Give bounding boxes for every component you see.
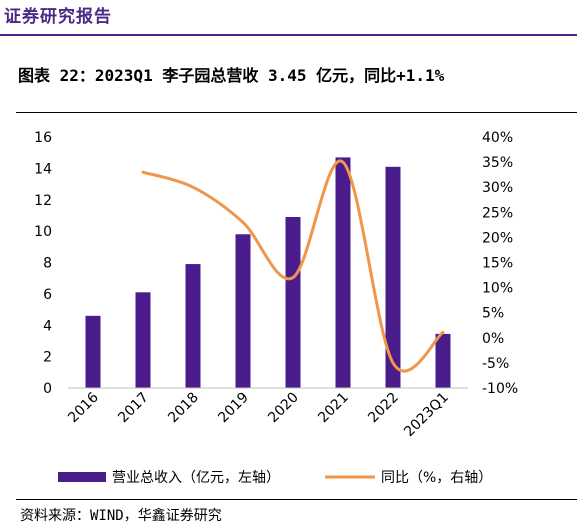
right-axis-tick-label: 25% (482, 205, 513, 221)
bar-2018 (185, 264, 201, 388)
bar-2016 (85, 315, 101, 388)
source-note: 资料来源：WIND，华鑫证券研究 (20, 508, 222, 524)
left-axis-tick-label: 12 (34, 193, 52, 209)
bar-2023Q1 (435, 333, 451, 388)
x-axis-tick-label: 2023Q1 (401, 390, 452, 441)
right-axis-tick-label: 30% (482, 180, 513, 196)
left-axis-tick-label: 0 (43, 381, 52, 397)
left-axis-tick-label: 2 (43, 350, 52, 366)
right-axis-tick-label: 10% (482, 281, 513, 297)
x-axis-tick-label: 2022 (365, 390, 402, 427)
left-axis-tick-label: 14 (34, 161, 52, 177)
x-axis-tick-label: 2019 (215, 390, 252, 427)
left-axis-tick-label: 8 (43, 256, 52, 272)
report-header-title: 证券研究报告 (4, 7, 112, 27)
x-axis-tick-label: 2021 (315, 390, 352, 427)
bar-2022 (385, 166, 401, 388)
x-axis-tick-label: 2020 (265, 390, 302, 427)
right-axis-tick-label: 0% (482, 331, 504, 347)
x-axis-tick-label: 2016 (65, 389, 102, 426)
legend-line-label: 同比（%，右轴） (381, 470, 492, 486)
bar-2020 (285, 217, 301, 388)
chart: 0 2 4 6 8 10 12 14 16 -10% -5% 0% 5% 10% 15% 20% 25% 30% 3… (34, 130, 518, 486)
bar-2021 (335, 157, 351, 388)
legend-bar-swatch (58, 472, 106, 482)
right-axis-tick-label: -5% (482, 356, 509, 372)
left-axis-tick-label: 16 (34, 130, 52, 146)
x-axis-tick-label: 2018 (165, 390, 202, 427)
right-axis-tick-label: 15% (482, 256, 513, 272)
x-axis-tick-label: 2017 (115, 390, 152, 427)
right-axis-tick-label: -10% (482, 381, 518, 397)
right-axis-tick-label: 35% (482, 155, 513, 171)
left-axis-tick-label: 10 (34, 224, 52, 240)
bar-2019 (235, 234, 251, 388)
right-axis-tick-label: 20% (482, 230, 513, 246)
right-axis-tick-label: 5% (482, 306, 504, 322)
legend-bar-label: 营业总收入（亿元，左轴） (112, 470, 280, 486)
header-divider (0, 34, 577, 36)
left-axis-tick-label: 6 (43, 287, 52, 303)
yoy-growth-line (141, 159, 445, 373)
figure-title: 图表 22：2023Q1 李子园总营收 3.45 亿元，同比+1.1% (18, 66, 445, 85)
left-axis-tick-label: 4 (43, 318, 52, 334)
bar-2017 (135, 292, 151, 388)
right-axis-tick-label: 40% (482, 130, 513, 146)
figure-top-divider (16, 112, 577, 113)
figure-bottom-divider (16, 499, 577, 500)
